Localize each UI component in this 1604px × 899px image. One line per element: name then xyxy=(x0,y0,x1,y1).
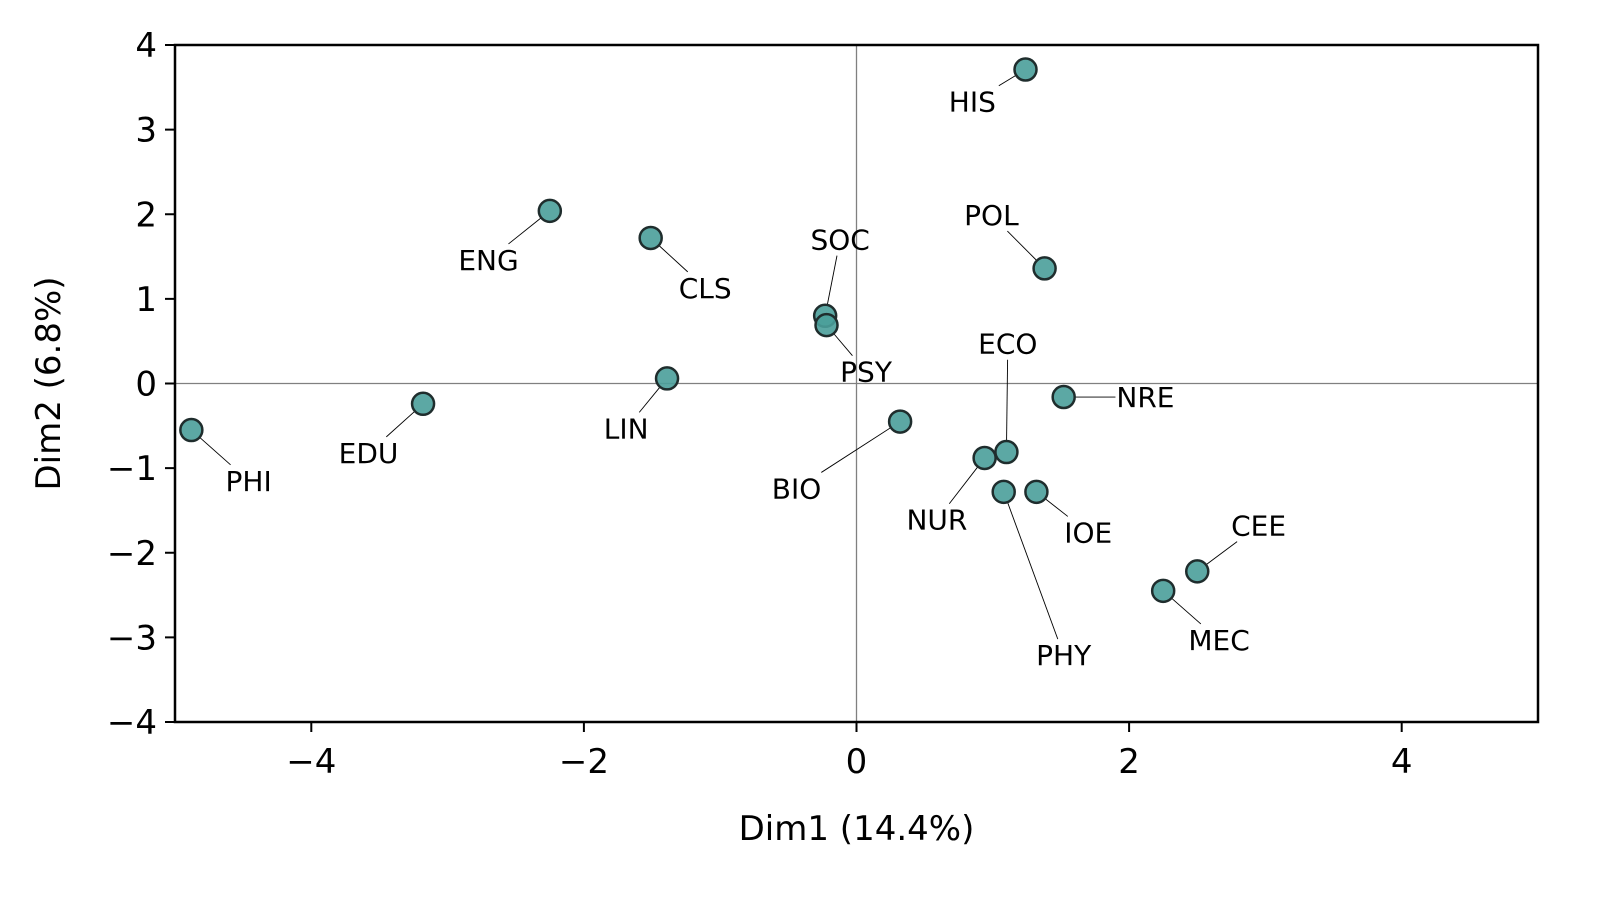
point-cls xyxy=(638,225,663,251)
point-label-nre: NRE xyxy=(1116,381,1174,414)
leader-line-soc xyxy=(826,255,838,306)
point-eco xyxy=(994,439,1019,465)
leader-line-cee xyxy=(1205,541,1238,566)
point-label-mec: MEC xyxy=(1188,624,1249,657)
y-tick-label: −3 xyxy=(107,618,157,658)
point-labels: HIS ENG CLS POL SOC PSY ECO LIN NRE EDU PHI BIO NUR P… xyxy=(226,86,1287,672)
y-axis-label: Dim2 (6.8%) xyxy=(29,276,69,490)
y-tick-label: −4 xyxy=(107,703,157,743)
point-phy xyxy=(991,479,1016,505)
label-leader-lines xyxy=(199,74,1238,640)
leader-line-pol xyxy=(1007,230,1038,261)
point-nur xyxy=(972,445,997,471)
y-tick-label: −1 xyxy=(107,449,157,489)
x-tick-label: −2 xyxy=(559,742,609,782)
leader-line-phi xyxy=(199,437,231,466)
y-tick-label: −2 xyxy=(107,534,157,574)
point-mec xyxy=(1150,578,1176,604)
point-label-lin: LIN xyxy=(604,412,649,445)
leader-line-edu xyxy=(386,410,416,438)
x-tick-label: 2 xyxy=(1118,742,1140,782)
leader-line-cls xyxy=(658,245,689,273)
y-axis-ticks: −4 −3 −2 −1 0 1 2 3 4 xyxy=(107,26,175,743)
point-label-cee: CEE xyxy=(1231,510,1286,543)
y-tick-label: 4 xyxy=(135,26,157,66)
point-eng xyxy=(537,198,563,224)
point-label-eco: ECO xyxy=(978,328,1037,361)
leader-line-bio xyxy=(821,427,892,473)
point-label-soc: SOC xyxy=(810,224,869,257)
point-pol xyxy=(1032,256,1057,281)
reference-lines xyxy=(175,45,1538,722)
point-bio xyxy=(887,409,913,434)
point-label-his: HIS xyxy=(949,86,996,119)
point-label-nur: NUR xyxy=(906,504,967,537)
leader-line-nur xyxy=(948,466,979,505)
leader-line-lin xyxy=(638,386,661,413)
point-label-eng: ENG xyxy=(458,244,518,277)
point-ioe xyxy=(1024,479,1049,505)
leader-line-phy xyxy=(1007,501,1059,640)
leader-line-mec xyxy=(1171,597,1202,625)
x-tick-label: 0 xyxy=(846,742,868,782)
leader-line-his xyxy=(998,74,1017,87)
point-phi xyxy=(179,417,204,443)
x-tick-label: 4 xyxy=(1391,742,1413,782)
y-tick-label: 0 xyxy=(135,365,157,405)
point-cee xyxy=(1185,559,1210,584)
leader-line-eng xyxy=(508,217,542,245)
point-label-cls: CLS xyxy=(679,272,732,305)
x-axis-label: Dim1 (14.4%) xyxy=(739,809,975,849)
point-nre xyxy=(1051,384,1076,410)
point-label-edu: EDU xyxy=(339,437,399,470)
point-label-bio: BIO xyxy=(772,472,822,505)
point-his xyxy=(1013,57,1038,82)
x-tick-label: −4 xyxy=(286,742,336,782)
point-label-phy: PHY xyxy=(1036,639,1092,672)
point-edu xyxy=(410,391,436,417)
data-points xyxy=(179,57,1210,604)
point-label-pol: POL xyxy=(964,199,1019,232)
y-tick-label: 3 xyxy=(135,111,157,151)
y-tick-label: 1 xyxy=(135,280,157,320)
point-psy xyxy=(814,312,839,338)
leader-line-ioe xyxy=(1044,498,1069,517)
point-lin xyxy=(654,366,680,391)
y-tick-label: 2 xyxy=(135,195,157,235)
x-axis-ticks: −4 −2 0 2 4 xyxy=(286,722,1413,782)
leader-line-psy xyxy=(833,333,853,356)
point-label-ioe: IOE xyxy=(1064,516,1112,549)
point-label-psy: PSY xyxy=(840,356,893,389)
point-label-phi: PHI xyxy=(226,465,272,498)
leader-line-eco xyxy=(1006,359,1009,442)
